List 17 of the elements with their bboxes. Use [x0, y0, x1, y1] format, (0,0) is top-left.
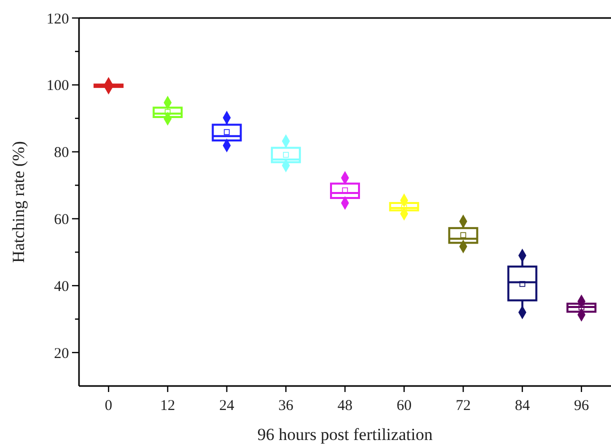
x-axis-title: 96 hours post fertilization — [257, 425, 434, 444]
y-tick-label: 80 — [54, 145, 69, 162]
x-tick-label: 72 — [456, 398, 471, 414]
y-tick-label: 120 — [46, 11, 69, 28]
x-tick-label: 36 — [278, 398, 294, 414]
x-tick-label: 84 — [514, 398, 530, 414]
y-axis-title: Hatching rate (%) — [9, 141, 28, 263]
x-tick-label: 24 — [219, 398, 235, 414]
x-tick-label: 48 — [338, 398, 352, 414]
y-tick-label: 60 — [54, 212, 69, 228]
y-tick-label: 100 — [46, 78, 69, 94]
x-tick-label: 0 — [104, 398, 112, 414]
x-tick-label: 12 — [160, 398, 176, 414]
y-tick-label: 40 — [54, 278, 69, 295]
x-tick-label: 60 — [396, 398, 412, 414]
x-tick-label: 96 — [574, 398, 590, 414]
y-tick-label: 20 — [54, 346, 69, 362]
